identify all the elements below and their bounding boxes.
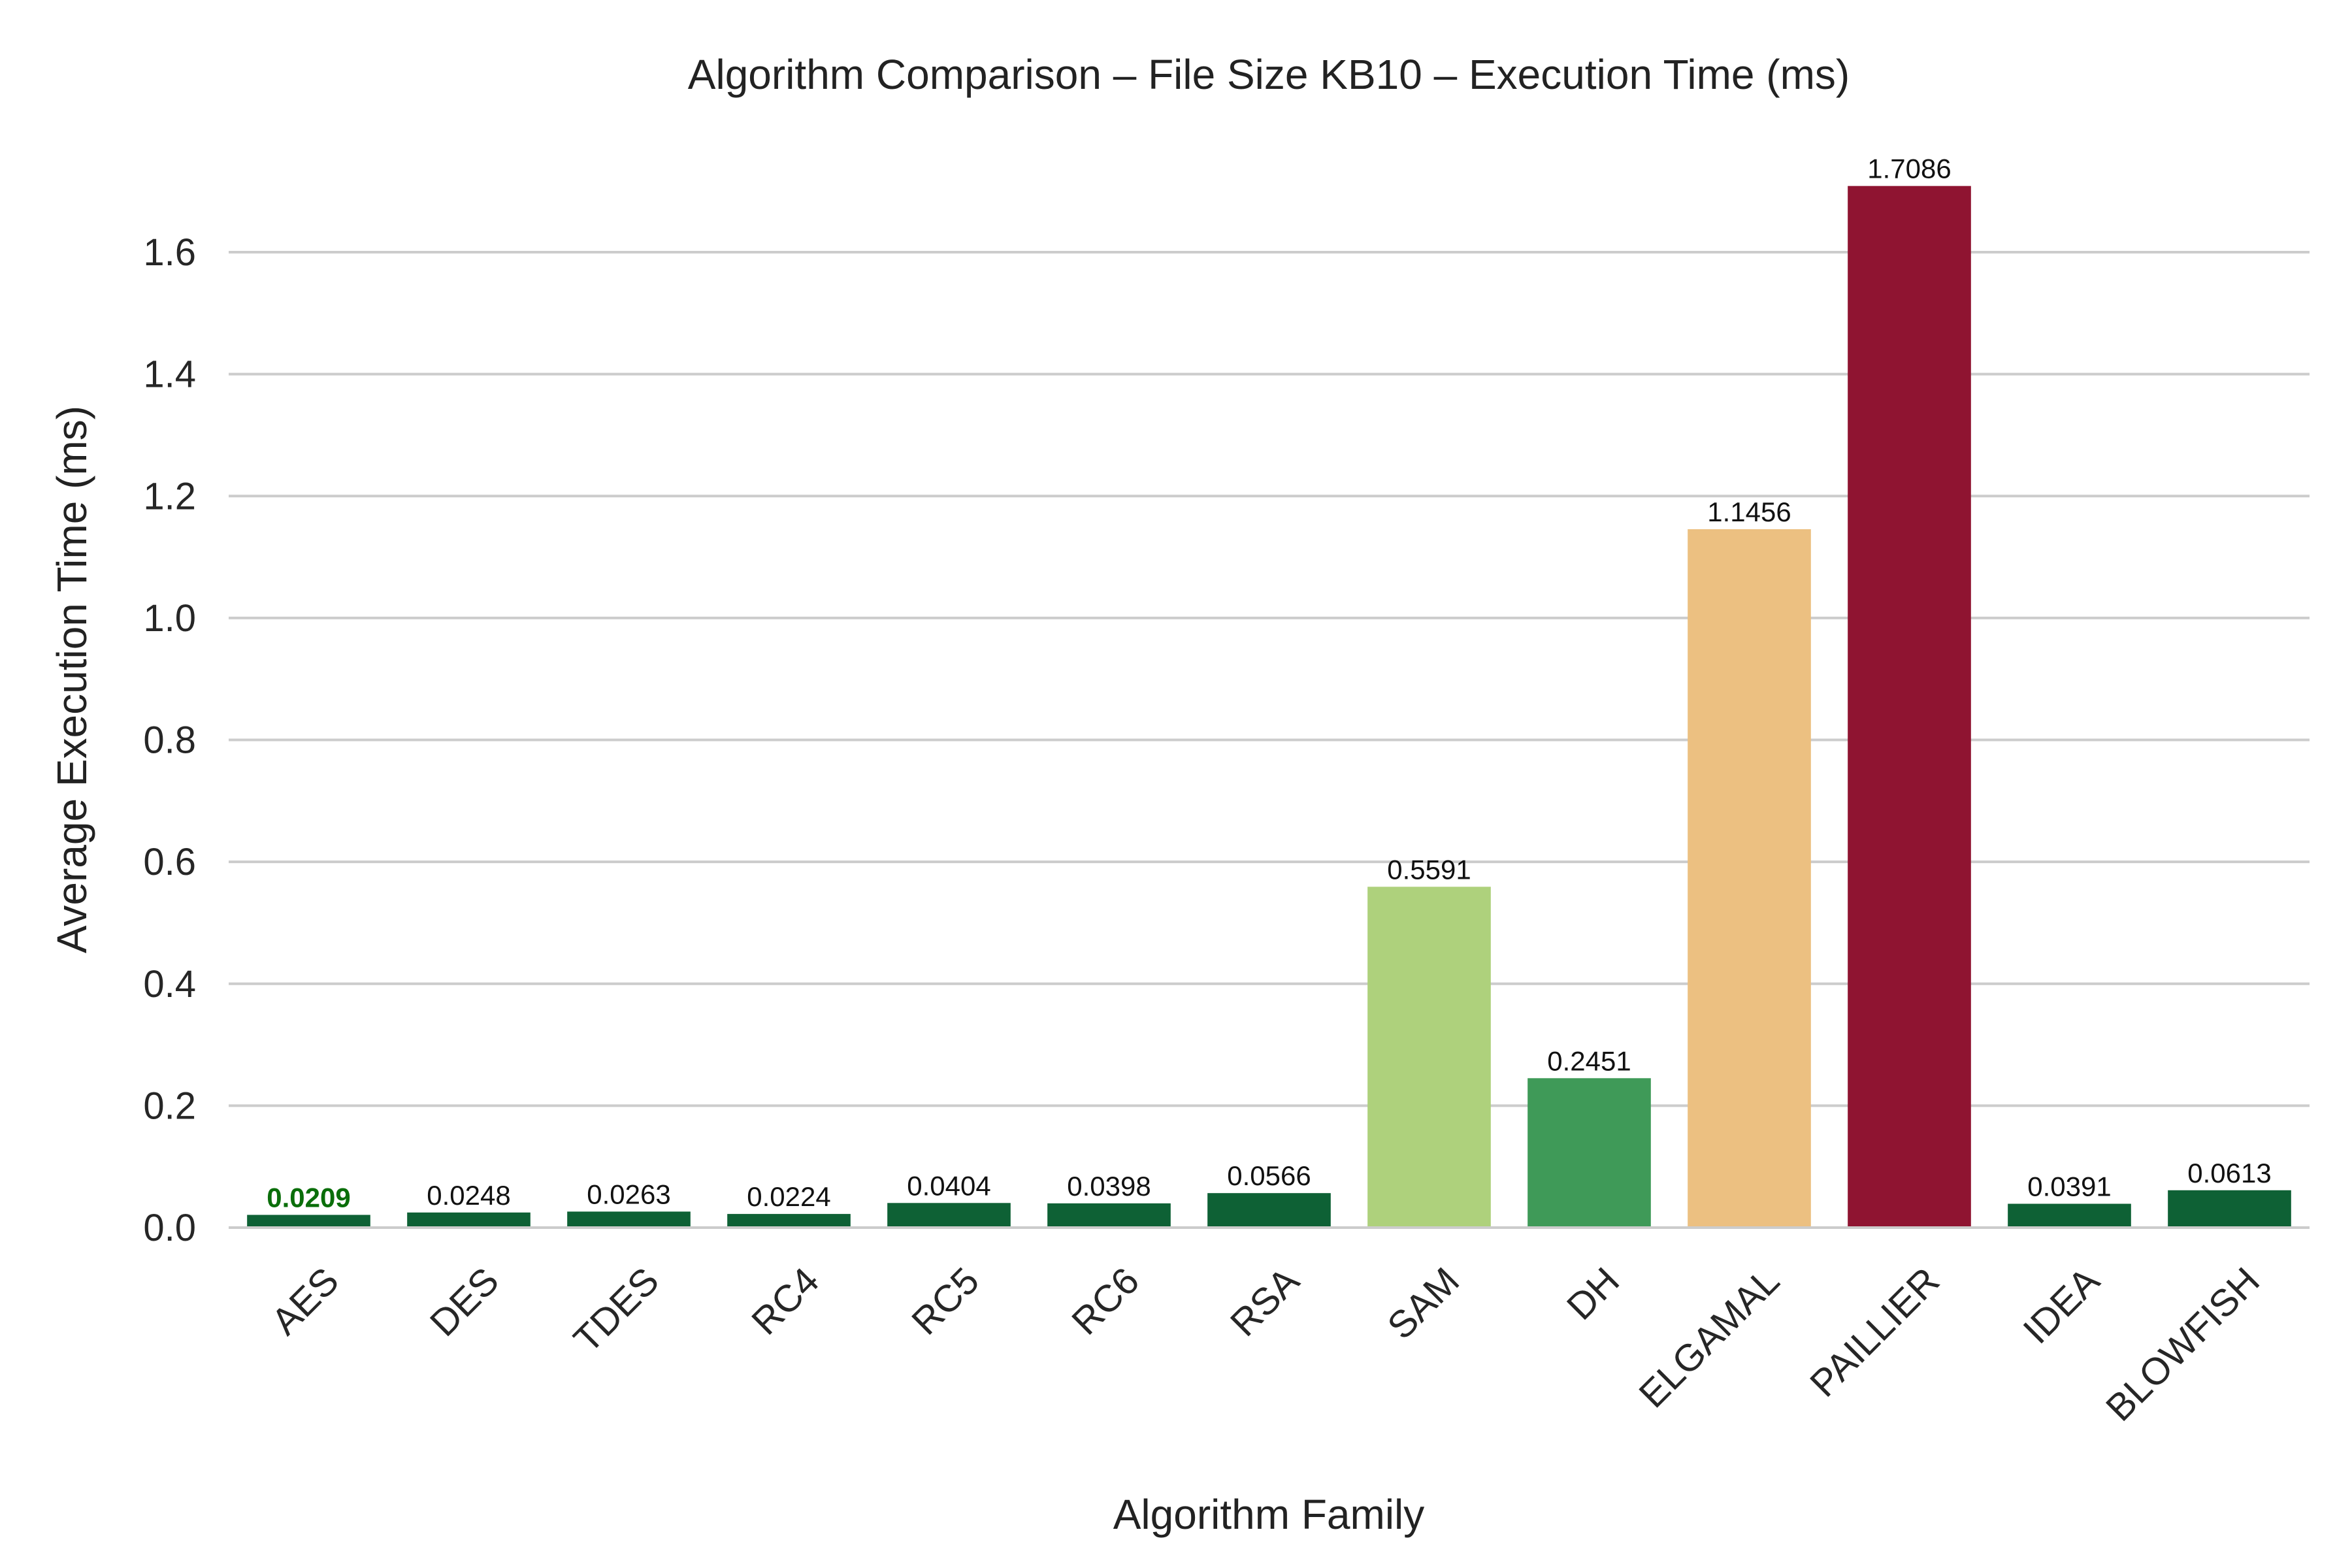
value-label-des: 0.0248	[427, 1180, 510, 1211]
bar-idea	[2008, 1203, 2131, 1228]
y-tick-label: 0.4	[143, 963, 196, 1005]
y-tick-label: 1.2	[143, 475, 196, 517]
y-axis-label: Average Execution Time (ms)	[48, 406, 95, 953]
x-tick-label-elgamal: ELGAMAL	[1631, 1260, 1788, 1416]
bar-rc5	[887, 1203, 1011, 1228]
bar-tdes	[567, 1211, 691, 1228]
value-label-idea: 0.0391	[2027, 1171, 2111, 1202]
bar-aes	[247, 1215, 370, 1228]
bar-paillier	[1848, 186, 1971, 1228]
bar-rc4	[727, 1214, 851, 1228]
bar-blowfish	[2168, 1190, 2291, 1228]
value-label-rc5: 0.0404	[907, 1170, 990, 1201]
x-tick-label-sam: SAM	[1379, 1260, 1467, 1348]
y-axis-ticks: 0.0 0.2 0.4 0.6 0.8 1.0 1.2 1.4 1.6	[143, 231, 196, 1249]
value-label-paillier: 1.7086	[1867, 154, 1951, 184]
value-label-tdes: 0.0263	[587, 1179, 670, 1209]
x-tick-label-des: DES	[422, 1260, 507, 1345]
x-tick-label-aes: AES	[263, 1260, 347, 1343]
x-tick-label-dh: DH	[1559, 1260, 1627, 1328]
value-labels: 0.0209 0.0248 0.0263 0.0224 0.0404 0.0398 0.05…	[267, 154, 2271, 1213]
x-axis-label: Algorithm Family	[1113, 1491, 1425, 1538]
gridlines	[229, 251, 2310, 1107]
y-tick-label: 0.2	[143, 1085, 196, 1127]
value-label-dh: 0.2451	[1547, 1045, 1631, 1076]
value-label-blowfish: 0.0613	[2187, 1158, 2271, 1188]
value-label-rsa: 0.0566	[1227, 1160, 1311, 1191]
y-tick-label: 1.0	[143, 597, 196, 640]
x-tick-label-rc5: RC5	[904, 1260, 987, 1343]
x-tick-label-rc4: RC4	[743, 1260, 827, 1343]
y-tick-label: 1.4	[143, 353, 196, 396]
bars	[247, 186, 2291, 1228]
y-tick-label: 1.6	[143, 231, 196, 274]
x-tick-label-tdes: TDES	[566, 1260, 667, 1361]
x-tick-label-paillier: PAILLIER	[1802, 1260, 1948, 1405]
x-tick-label-rc6: RC6	[1064, 1260, 1147, 1343]
x-tick-label-rsa: RSA	[1222, 1259, 1308, 1345]
bar-des	[407, 1212, 531, 1228]
y-tick-label: 0.6	[143, 841, 196, 883]
x-tick-label-idea: IDEA	[2015, 1259, 2108, 1352]
chart-title: Algorithm Comparison – File Size KB10 – …	[688, 51, 1850, 98]
value-label-aes: 0.0209	[267, 1182, 350, 1213]
value-label-rc6: 0.0398	[1067, 1171, 1151, 1201]
x-tick-label-blowfish: BLOWFISH	[2098, 1260, 2268, 1429]
bar-rsa	[1207, 1193, 1331, 1228]
value-label-elgamal: 1.1456	[1707, 497, 1791, 527]
y-tick-label: 0.0	[143, 1207, 196, 1249]
bar-rc6	[1047, 1203, 1171, 1228]
bar-dh	[1527, 1078, 1651, 1228]
bar-sam	[1367, 887, 1491, 1228]
value-label-rc4: 0.0224	[747, 1181, 830, 1212]
x-axis-ticks: AES DES TDES RC4 RC5 RC6 RSA SAM DH ELGAMAL PAILLI…	[263, 1259, 2268, 1429]
value-label-sam: 0.5591	[1387, 854, 1471, 885]
bar-elgamal	[1688, 529, 1811, 1228]
y-tick-label: 0.8	[143, 719, 196, 762]
